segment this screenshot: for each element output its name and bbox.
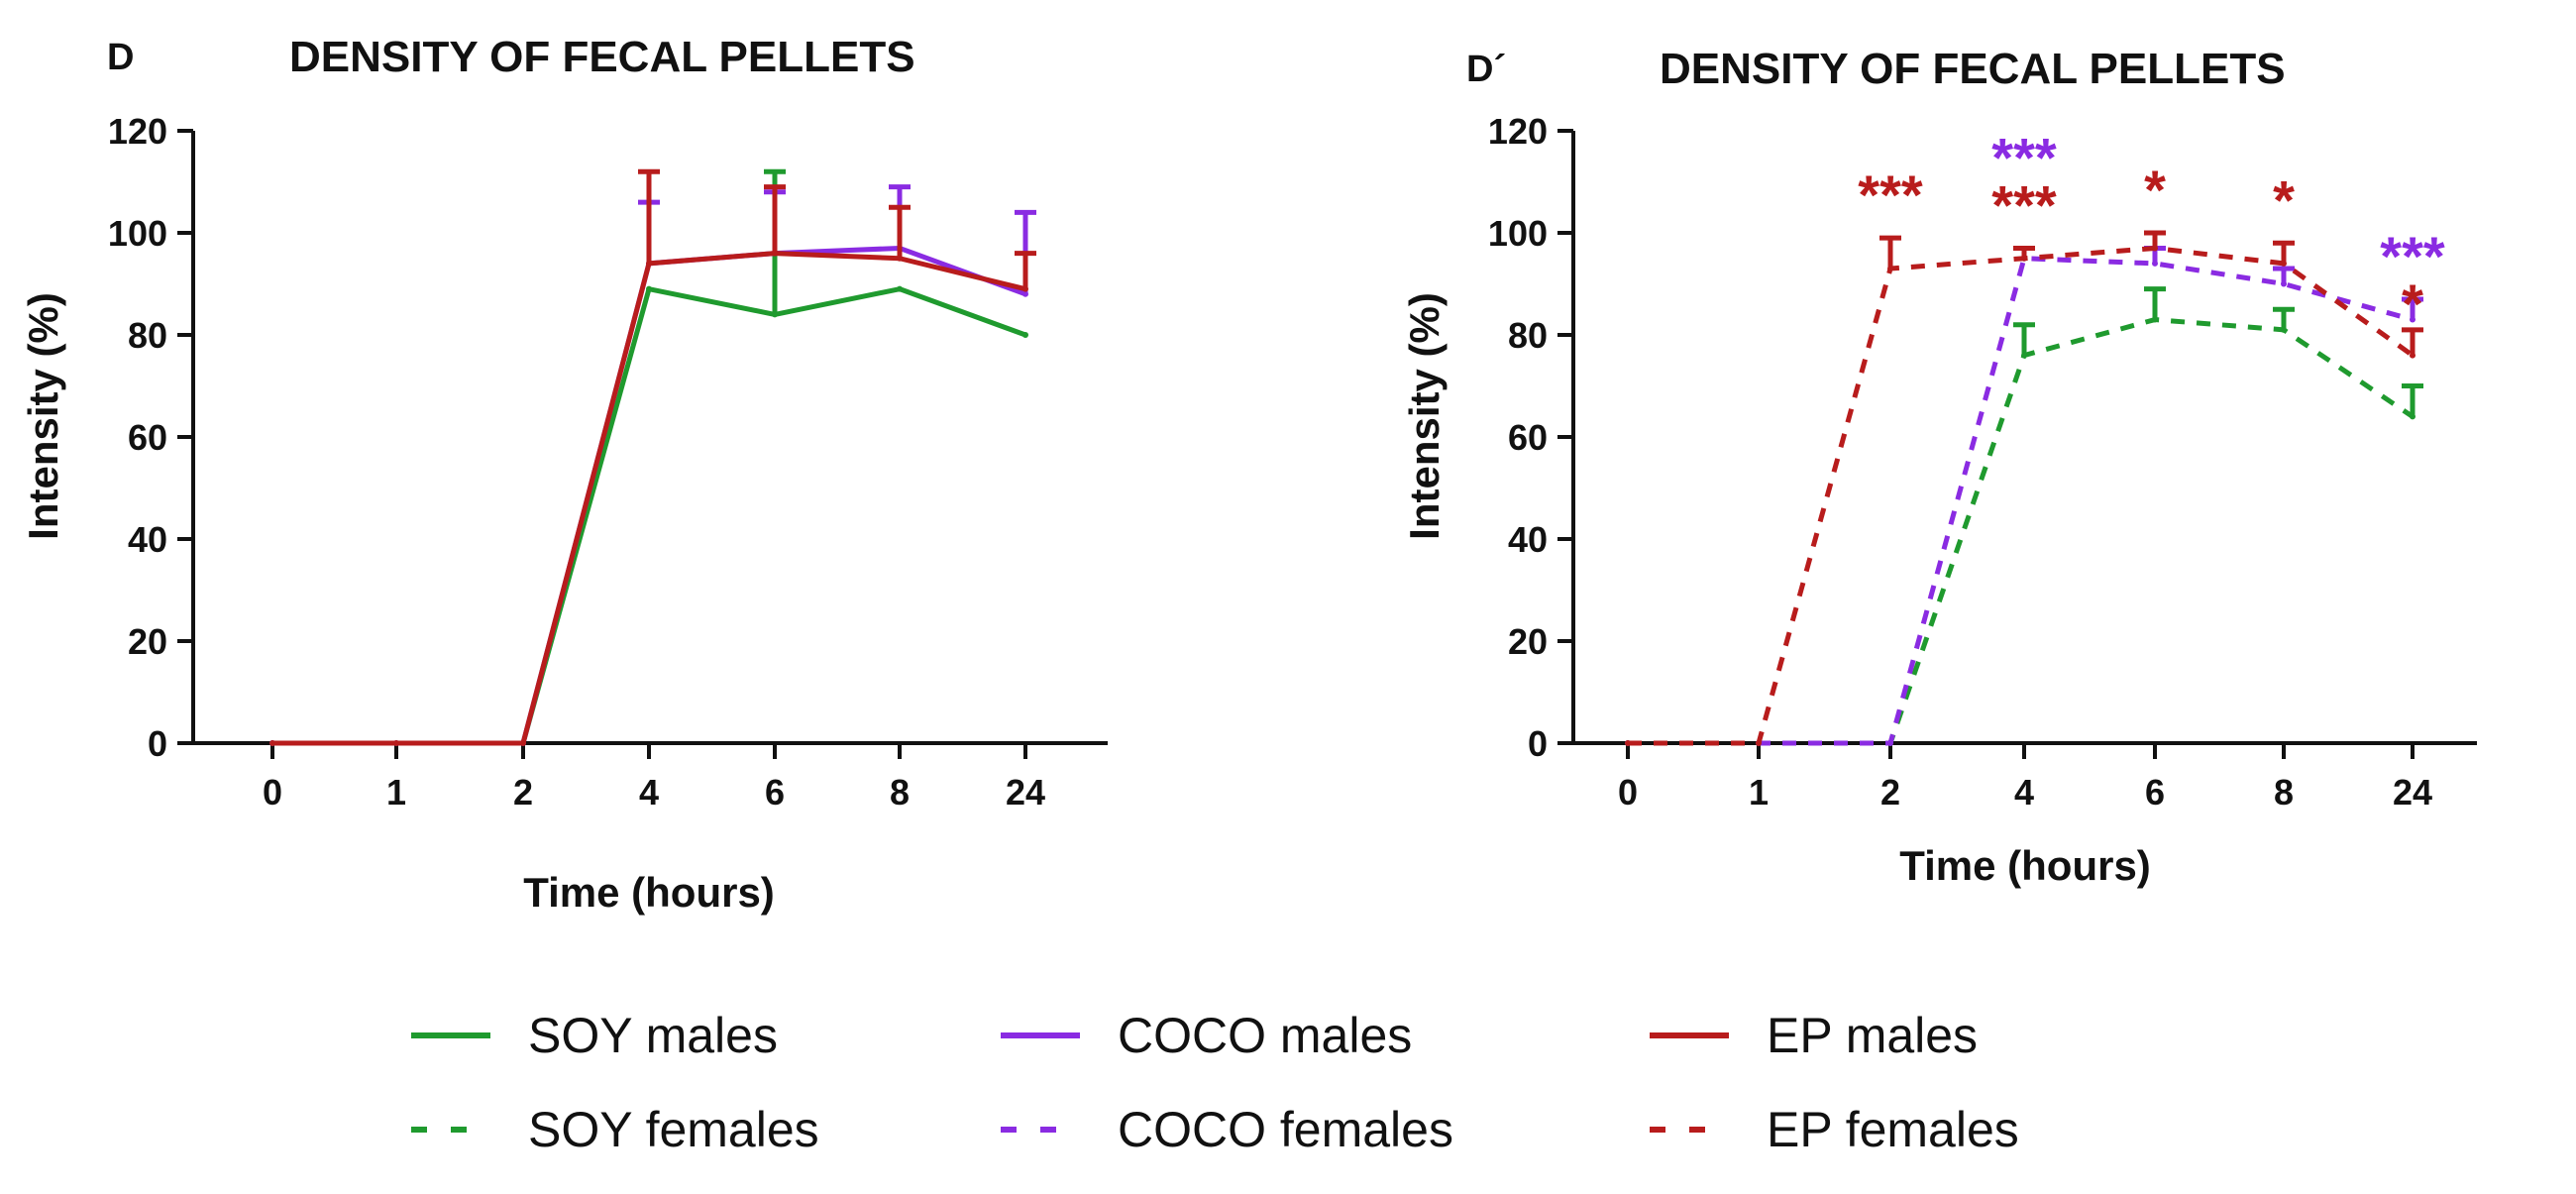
significance-marker: ***	[1991, 126, 2057, 188]
data-point	[2152, 245, 2158, 252]
data-point	[2410, 352, 2415, 359]
legend-label: COCO females	[1118, 1102, 1453, 1157]
series-soy-females	[1625, 286, 2423, 746]
legend-item-soy-m: SOY males	[411, 1008, 778, 1063]
y-tick-label: 40	[128, 519, 167, 560]
panel-label: D	[107, 37, 134, 78]
series-line	[272, 245, 1026, 746]
legend: SOY males COCO males EP males SOY females CO…	[411, 1008, 2019, 1157]
panel-d: D DENSITY OF FECAL PELLETS Intensity (%)…	[20, 33, 1108, 916]
data-point	[646, 260, 652, 267]
x-axis-label: Time (hours)	[523, 869, 775, 916]
y-tick-label: 20	[1508, 621, 1548, 662]
y-tick-label: 0	[148, 723, 167, 764]
legend-label: EP females	[1767, 1102, 2019, 1157]
data-point	[2281, 280, 2287, 287]
data-point	[646, 285, 652, 292]
data-point	[772, 250, 778, 257]
data-point	[772, 311, 778, 318]
x-axis-label: Time (hours)	[1899, 842, 2151, 889]
x-tick-label: 6	[2145, 772, 2165, 813]
legend-label: EP males	[1767, 1008, 1978, 1063]
data-point	[1022, 290, 1028, 297]
y-tick-label: 20	[128, 621, 167, 662]
data-point	[2152, 260, 2158, 267]
legend-item-ep-m: EP males	[1650, 1008, 1978, 1063]
y-tick-label: 120	[1488, 111, 1548, 152]
data-point	[1887, 266, 1893, 272]
data-point	[2281, 260, 2287, 267]
series-line	[1628, 256, 2414, 746]
x-tick-label: 1	[1749, 772, 1769, 813]
y-tick-label: 80	[1508, 315, 1548, 356]
x-tick-label: 0	[263, 772, 282, 813]
significance-marker: *	[2273, 168, 2295, 231]
series-line	[272, 286, 1026, 746]
significance-marker: *	[2144, 159, 2166, 221]
significance-marker: ***	[2380, 225, 2445, 287]
chart-title: DENSITY OF FECAL PELLETS	[1660, 45, 2286, 93]
legend-label: COCO males	[1118, 1008, 1412, 1063]
data-point	[897, 285, 903, 292]
significance-marker: ***	[1858, 163, 1923, 226]
data-point	[1887, 740, 1893, 746]
data-point	[1625, 740, 1631, 746]
series-ep-males	[269, 168, 1036, 746]
data-point	[393, 740, 399, 746]
x-tick-label: 1	[386, 772, 406, 813]
y-tick-label: 40	[1508, 519, 1548, 560]
x-tick-label: 24	[2393, 772, 2432, 813]
y-tick-label: 80	[128, 315, 167, 356]
panel-label: D´	[1466, 49, 1506, 90]
legend-label: SOY females	[528, 1102, 819, 1157]
series-ep-females	[1625, 230, 2423, 746]
x-tick-label: 2	[513, 772, 533, 813]
y-axis-label: Intensity (%)	[1401, 292, 1448, 540]
y-tick-label: 0	[1528, 723, 1548, 764]
data-point	[2152, 316, 2158, 323]
significance-marker: *	[2402, 272, 2423, 335]
chart-title: DENSITY OF FECAL PELLETS	[289, 33, 915, 81]
data-point	[2021, 255, 2027, 262]
data-point	[2021, 352, 2027, 359]
x-tick-label: 8	[2274, 772, 2294, 813]
y-tick-label: 60	[1508, 417, 1548, 458]
panel-d-prime: D´ DENSITY OF FECAL PELLETS Intensity (%…	[1401, 45, 2477, 889]
x-tick-label: 2	[1880, 772, 1900, 813]
series-coco-males	[269, 184, 1036, 746]
x-tick-label: 24	[1006, 772, 1045, 813]
x-tick-label: 8	[890, 772, 910, 813]
x-tick-label: 4	[639, 772, 659, 813]
data-point	[1022, 332, 1028, 338]
y-tick-label: 100	[1488, 213, 1548, 254]
series-line	[1628, 317, 2415, 746]
data-point	[2410, 413, 2415, 420]
legend-item-ep-f: EP females	[1650, 1102, 2019, 1157]
data-point	[1022, 285, 1028, 292]
data-point	[269, 740, 275, 746]
legend-item-coco-f: COCO females	[1001, 1102, 1453, 1157]
legend-item-soy-f: SOY females	[411, 1102, 819, 1157]
legend-item-coco-m: COCO males	[1001, 1008, 1412, 1063]
y-tick-label: 100	[108, 213, 167, 254]
y-tick-label: 60	[128, 417, 167, 458]
data-point	[2410, 316, 2415, 323]
data-point	[897, 255, 903, 262]
significance-marker: ***	[1991, 173, 2057, 236]
x-tick-label: 4	[2014, 772, 2034, 813]
data-point	[520, 740, 526, 746]
x-tick-label: 6	[765, 772, 785, 813]
y-axis-label: Intensity (%)	[20, 292, 66, 540]
x-tick-label: 0	[1618, 772, 1638, 813]
data-point	[2281, 326, 2287, 333]
y-tick-label: 120	[108, 111, 167, 152]
data-point	[1756, 740, 1762, 746]
legend-label: SOY males	[528, 1008, 778, 1063]
series-line	[272, 251, 1026, 746]
